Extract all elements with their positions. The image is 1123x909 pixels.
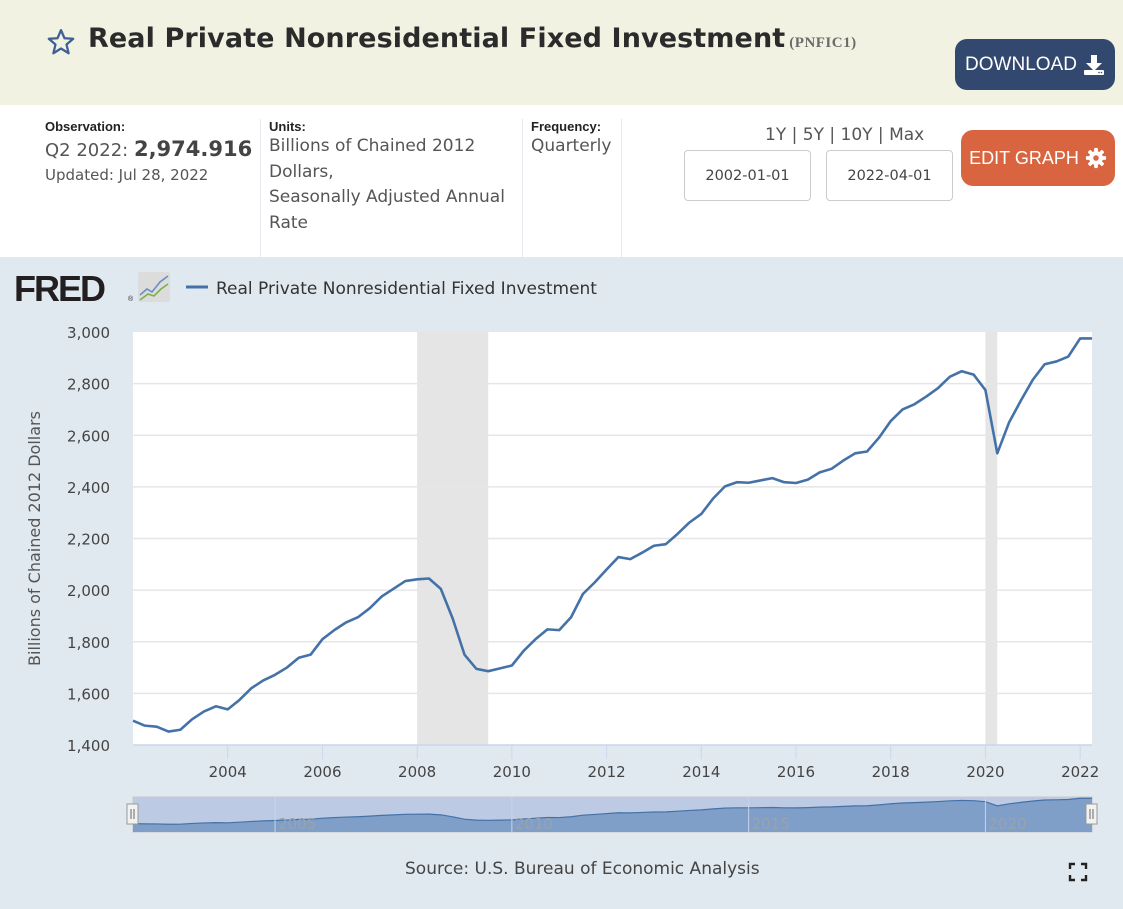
series-line	[132, 337, 1092, 733]
y-tick-label: 2,400	[67, 479, 110, 497]
range-max[interactable]: Max	[889, 125, 925, 145]
y-tick-label: 2,800	[67, 376, 110, 394]
y-tick-label: 2,600	[67, 427, 110, 445]
range-sep: |	[872, 125, 890, 145]
x-tick-label: 2010	[493, 763, 531, 781]
units-line: Seasonally Adjusted Annual	[269, 187, 505, 207]
frequency-block: Frequency: Quarterly	[522, 119, 621, 257]
source-note: Source: U.S. Bureau of Economic Analysis	[405, 859, 760, 879]
navigator-area	[133, 798, 1092, 832]
fred-chart-icon	[138, 272, 170, 302]
updated-date: Updated: Jul 28, 2022	[45, 166, 209, 184]
navigator-label: 2020	[988, 815, 1026, 833]
observation-period: Q2 2022:	[45, 140, 129, 161]
x-tick-label: 2022	[1061, 763, 1099, 781]
page-title: Real Private Nonresidential Fixed Invest…	[88, 23, 857, 54]
edit-graph-button[interactable]: EDIT GRAPH	[961, 130, 1115, 186]
download-icon	[1083, 54, 1104, 75]
units-label: Units:	[269, 119, 306, 134]
legend-label: Real Private Nonresidential Fixed Invest…	[216, 279, 597, 299]
navigator-handle-right[interactable]	[1085, 803, 1098, 825]
series-title: Real Private Nonresidential Fixed Invest…	[88, 23, 786, 54]
fullscreen-icon[interactable]	[1068, 862, 1088, 882]
fred-logo-text: FRED	[14, 268, 105, 309]
gear-icon	[1085, 147, 1106, 169]
observation-block: Observation: Q2 2022: 2,974.916 Updated:…	[45, 119, 260, 257]
svg-text:®: ®	[128, 295, 134, 303]
navigator-label: 2015	[752, 815, 790, 833]
units-line: Billions of Chained 2012	[269, 136, 476, 156]
navigator-handle-left[interactable]	[126, 803, 139, 825]
range-5y[interactable]: 5Y	[802, 125, 824, 145]
y-tick-label: 2,000	[67, 582, 110, 600]
x-tick-label: 2008	[398, 763, 436, 781]
navigator-label: 2010	[515, 815, 553, 833]
observation-label: Observation:	[45, 119, 126, 134]
units-line: Dollars,	[269, 161, 334, 182]
range-selector: 1Y | 5Y | 10Y | Max	[765, 125, 924, 145]
navigator-line	[132, 797, 1092, 825]
y-tick-label: 3,000	[67, 324, 110, 342]
navigator-label: 2005	[278, 815, 316, 833]
x-tick-label: 2014	[682, 763, 720, 781]
series-id: (PNFIC1)	[789, 35, 857, 51]
frequency-value: Quarterly	[531, 136, 612, 156]
range-10y[interactable]: 10Y	[840, 125, 873, 145]
y-axis-label: Billions of Chained 2012 Dollars	[25, 411, 44, 666]
units-block: Units: Billions of Chained 2012 Dollars,…	[260, 119, 522, 257]
range-sep: |	[823, 125, 841, 145]
download-label: DOWNLOAD	[965, 53, 1077, 75]
units-value: Billions of Chained 2012 Dollars, Season…	[269, 134, 522, 236]
frequency-label: Frequency:	[531, 119, 602, 134]
chart-area: FRED ® Real Private Nonresidential Fixed…	[0, 257, 1123, 909]
x-tick-label: 2004	[209, 763, 247, 781]
series-header: Real Private Nonresidential Fixed Invest…	[0, 0, 1123, 105]
x-tick-label: 2012	[587, 763, 625, 781]
divider	[621, 119, 622, 257]
y-tick-label: 1,800	[67, 634, 110, 652]
units-line: Rate	[269, 212, 308, 233]
y-tick-label: 1,400	[67, 737, 110, 755]
x-tick-label: 2016	[777, 763, 815, 781]
end-date-input[interactable]	[826, 150, 953, 201]
x-tick-label: 2018	[872, 763, 910, 781]
series-meta: Observation: Q2 2022: 2,974.916 Updated:…	[0, 105, 1123, 257]
y-tick-label: 1,600	[67, 685, 110, 703]
observation-line: Q2 2022: 2,974.916	[45, 137, 260, 161]
line-chart: FRED ® Real Private Nonresidential Fixed…	[14, 268, 1099, 833]
download-button[interactable]: DOWNLOAD	[955, 39, 1115, 90]
range-sep: |	[786, 125, 803, 145]
observation-value: 2,974.916	[133, 137, 253, 161]
x-tick-label: 2020	[966, 763, 1004, 781]
start-date-input[interactable]	[684, 150, 811, 201]
x-tick-label: 2006	[303, 763, 341, 781]
range-1y[interactable]: 1Y	[765, 125, 787, 145]
star-outline-icon[interactable]	[46, 27, 76, 57]
fred-logo: FRED ®	[14, 268, 134, 309]
edit-graph-label: EDIT GRAPH	[969, 147, 1079, 168]
y-tick-label: 2,200	[67, 531, 110, 549]
